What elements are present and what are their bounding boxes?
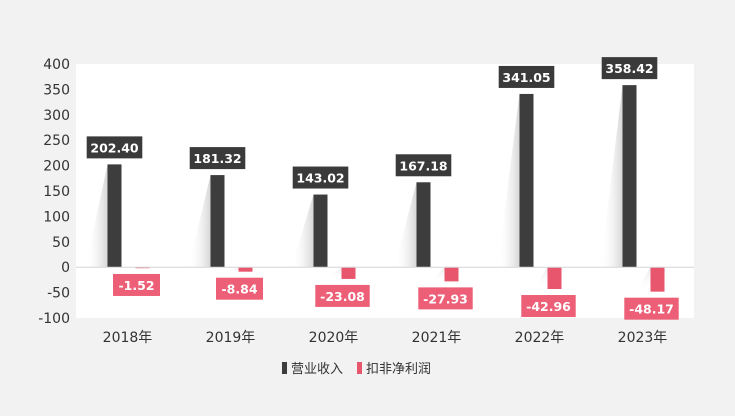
x-category-label: 2021年 [412, 330, 462, 346]
revenue-data-label: 167.18 [399, 158, 447, 173]
bar-shadow [394, 182, 417, 268]
revenue-bar [622, 85, 637, 268]
x-category-label: 2020年 [309, 330, 359, 346]
bar-shadow [188, 175, 211, 268]
profit-label-bg [418, 287, 473, 310]
y-tick-label: 350 [43, 82, 70, 98]
y-tick-label: 200 [43, 159, 70, 175]
legend-item-label[interactable]: 营业收入 [291, 362, 343, 377]
profit-data-label: -48.17 [629, 302, 674, 317]
profit-label-bg [216, 277, 263, 300]
profit-bar [444, 267, 459, 282]
profit-data-label: -1.52 [118, 278, 154, 293]
revenue-data-label: 358.42 [605, 61, 653, 76]
profit-bar [238, 267, 253, 272]
revenue-data-label: 143.02 [296, 171, 344, 186]
bar-shadow [497, 93, 520, 268]
profit-bar [341, 267, 356, 279]
x-category-label: 2019年 [206, 330, 256, 346]
bar-shadow [327, 267, 342, 279]
y-tick-label: 50 [52, 235, 70, 251]
revenue-bar [313, 194, 328, 268]
profit-bar [547, 267, 562, 290]
x-category-label: 2018年 [103, 330, 153, 346]
legend-item-label[interactable]: 扣非净利润 [366, 362, 431, 377]
bar-shadow [636, 267, 651, 292]
bar-shadow [224, 267, 239, 272]
profit-label-bg [624, 297, 679, 320]
y-tick-label: 100 [43, 209, 70, 225]
revenue-bar [416, 182, 431, 268]
y-tick-label: 150 [43, 184, 70, 200]
revenue-bar [210, 175, 225, 268]
y-tick-label: -50 [47, 286, 70, 302]
revenue-data-label: 341.05 [502, 70, 550, 85]
bar-shadow [430, 267, 445, 282]
revenue-bar [519, 93, 534, 268]
revenue-label-bg [395, 154, 452, 177]
bar-shadow [291, 194, 314, 268]
bar-shadow [85, 164, 108, 268]
profit-data-label: -27.93 [423, 291, 468, 306]
revenue-label-bg [86, 136, 143, 159]
bar-shadow [533, 267, 548, 290]
profit-label-bg [521, 295, 576, 318]
legend-swatch[interactable] [282, 362, 287, 374]
x-category-label: 2023年 [618, 330, 668, 346]
y-tick-label: 300 [43, 108, 70, 124]
profit-data-label: -8.84 [221, 282, 257, 297]
bar-shadow [600, 85, 623, 268]
profit-label-bg [315, 284, 370, 307]
x-category-label: 2022年 [515, 330, 565, 346]
y-tick-label: 250 [43, 133, 70, 149]
revenue-label-bg [292, 166, 349, 189]
revenue-label-bg [498, 65, 555, 88]
y-tick-label: 400 [43, 57, 70, 73]
revenue-bar [107, 164, 122, 268]
profit-bar [650, 267, 665, 292]
legend-swatch[interactable] [357, 362, 362, 374]
revenue-label-bg [189, 147, 246, 170]
revenue-label-bg [601, 57, 658, 80]
profit-label-bg [113, 273, 160, 296]
y-tick-label: 0 [61, 260, 70, 276]
profit-data-label: -23.08 [320, 289, 365, 304]
revenue-data-label: 202.40 [90, 140, 139, 155]
plot-area [76, 64, 694, 318]
revenue-data-label: 181.32 [193, 151, 241, 166]
y-tick-label: -100 [38, 311, 70, 327]
profit-data-label: -42.96 [526, 299, 571, 314]
